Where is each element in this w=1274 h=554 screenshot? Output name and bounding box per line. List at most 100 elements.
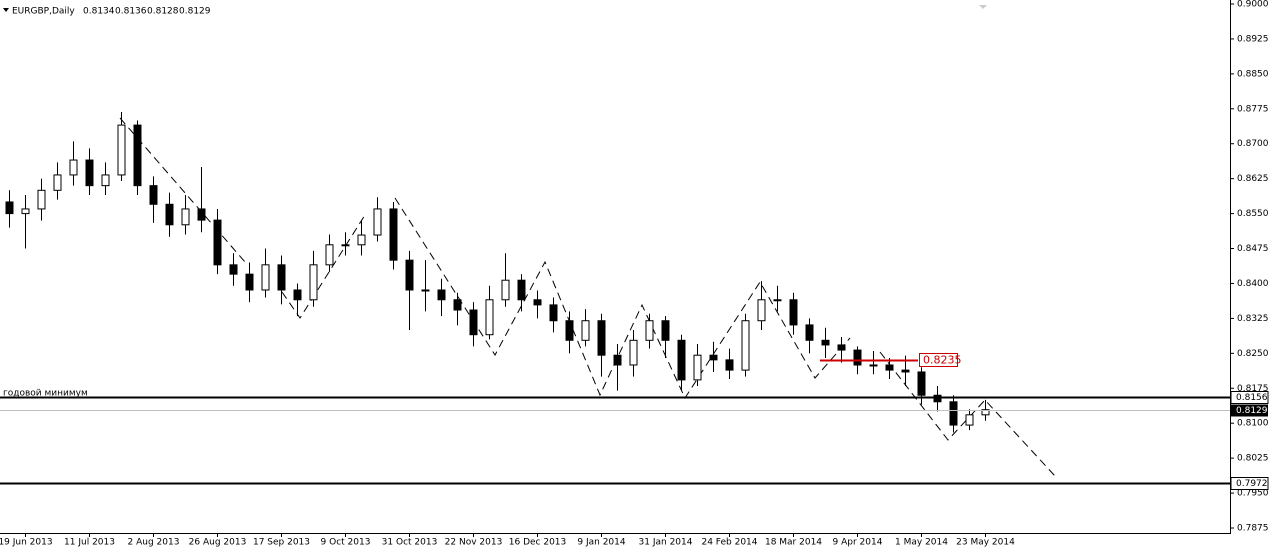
candle-body (485, 299, 494, 336)
x-tick-label: 11 Jul 2013 (64, 538, 115, 548)
candle-body (613, 354, 622, 366)
candle-body (117, 124, 126, 176)
trend-line (394, 197, 851, 400)
y-tick-label: 0.8250 (1237, 349, 1269, 359)
y-tick-label: 0.7875 (1237, 524, 1269, 534)
x-tick-label: 22 Nov 2013 (445, 538, 503, 548)
y-tick-label: 0.7950 (1237, 489, 1269, 499)
x-tick-label: 9 Jan 2014 (577, 538, 625, 548)
y-tick-label: 0.8550 (1237, 209, 1269, 219)
x-tick-label: 2 Aug 2013 (128, 538, 180, 548)
candle-body (805, 324, 814, 341)
candle-body (389, 208, 398, 261)
candle-body (293, 289, 302, 301)
header-value: 0.8136 (115, 7, 147, 17)
y-tick-label: 0.9000 (1237, 0, 1269, 10)
candle-body (885, 364, 894, 371)
candle-body (229, 264, 238, 275)
candle-body (773, 299, 782, 302)
symbol: EURGBP,Daily (12, 7, 75, 17)
current-price-label: 0.8129 (1236, 406, 1268, 416)
candle-body (405, 259, 414, 291)
shift-marker (979, 5, 987, 9)
candle-body (277, 264, 286, 291)
candle-body (245, 273, 254, 291)
candle-body (421, 289, 430, 292)
candle-body (645, 320, 654, 341)
x-tick-label: 26 Aug 2013 (189, 538, 247, 548)
candle-body (901, 369, 910, 373)
trend-line (281, 214, 366, 319)
y-tick-label: 0.8925 (1237, 34, 1269, 44)
candle-body (821, 339, 830, 346)
candle-body (981, 409, 990, 416)
candle-body (213, 219, 222, 266)
current-price-box (1231, 404, 1268, 417)
candle-body (37, 189, 46, 210)
y-tick-label: 0.8700 (1237, 139, 1269, 149)
candle-body (149, 185, 158, 205)
candle-body (533, 299, 542, 306)
y-tick-label: 0.8775 (1237, 104, 1269, 114)
candle-body (597, 320, 606, 356)
candle-body (917, 371, 926, 396)
candle-body (741, 320, 750, 371)
candle-body (21, 208, 30, 215)
candle-body (837, 344, 846, 351)
candle-body (565, 320, 574, 341)
x-tick-label: 1 May 2014 (895, 538, 948, 548)
candle-body (709, 354, 718, 361)
x-tick-label: 19 Jun 2013 (0, 538, 53, 548)
level-label-box (1230, 477, 1269, 490)
candle-body (933, 394, 942, 403)
trend-line (879, 351, 1056, 477)
candle-body (949, 401, 958, 426)
annotation: годовой минимум (3, 389, 88, 399)
candle-body (261, 264, 270, 291)
candle-body (181, 208, 190, 226)
x-tick-label: 24 Feb 2014 (701, 538, 757, 548)
x-tick-label: 31 Oct 2013 (382, 538, 438, 548)
x-tick-label: 18 Mar 2014 (765, 538, 822, 548)
y-tick-label: 0.8475 (1237, 244, 1269, 254)
candle-body (629, 339, 638, 366)
candle-body (437, 289, 446, 301)
x-tick-label: 31 Jan 2014 (639, 538, 693, 548)
x-tick-label: 9 Apr 2014 (833, 538, 883, 548)
red-level-label: 0.8235 (923, 354, 962, 367)
x-tick-label: 9 Oct 2013 (321, 538, 371, 548)
y-tick-label: 0.8625 (1237, 174, 1269, 184)
y-tick-label: 0.8025 (1237, 454, 1269, 464)
red-level-box (919, 353, 958, 367)
candle-body (69, 159, 78, 176)
candle-body (677, 339, 686, 381)
candle-body (517, 279, 526, 301)
header-value: 0.8128 (147, 7, 179, 17)
candle-body (165, 203, 174, 226)
candle-body (965, 414, 974, 426)
x-tick-label: 16 Dec 2013 (509, 538, 567, 548)
menu-arrow (3, 8, 9, 12)
candle-body (693, 354, 702, 381)
candle-body (869, 364, 878, 367)
candle-body (309, 264, 318, 301)
candle-body (341, 244, 350, 247)
candle-body (757, 299, 766, 322)
candle-body (373, 208, 382, 236)
y-tick-label: 0.8850 (1237, 69, 1269, 79)
plot (5, 112, 990, 433)
candle-body (325, 244, 334, 266)
x-tick-label: 17 Sep 2013 (253, 538, 310, 548)
y-tick-label: 0.8175 (1237, 384, 1269, 394)
candle-body (549, 304, 558, 322)
candle-body (581, 320, 590, 341)
candle-body (101, 174, 110, 187)
y-tick-label: 0.8100 (1237, 419, 1269, 429)
candle-body (53, 174, 62, 191)
candle-body (197, 208, 206, 221)
candle-body (453, 299, 462, 311)
candle-body (501, 279, 510, 301)
